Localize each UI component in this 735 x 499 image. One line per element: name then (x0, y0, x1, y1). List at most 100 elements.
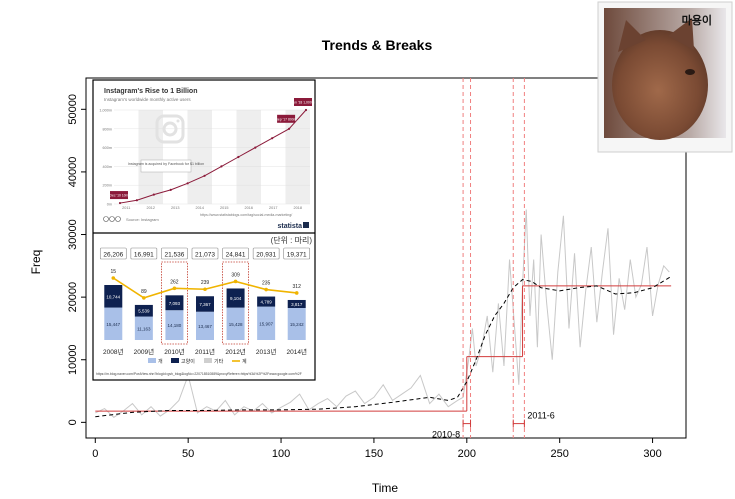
pet-cat-bar (257, 296, 276, 307)
pet-dog-label: 15,907 (259, 321, 273, 326)
pet-total-label: 26,206 (103, 252, 123, 259)
statista-logo: statista (277, 223, 302, 230)
x-tick-label: 300 (643, 448, 661, 460)
infographic-y-axis: 1,000m 800m 600m 400m 200m 0m (99, 109, 310, 207)
infographic-x-label: 2014 (196, 206, 204, 210)
infographic-note: Instagram is acquired by Facebook for $1… (128, 162, 204, 166)
pet-source-url: https://m.blog.naver.com/PostView.nhn?bl… (96, 372, 302, 376)
photo-caption: 마용이 (682, 13, 712, 27)
pet-other-label: 309 (231, 272, 240, 278)
pet-year-label: 2008년 (103, 347, 123, 356)
y-tick-label: 40000 (67, 157, 79, 188)
pet-total-label: 21,536 (164, 252, 184, 259)
pet-cat-bar (134, 304, 153, 317)
infographic-x-label: 2015 (220, 206, 228, 210)
infographic-point (203, 174, 206, 177)
infographic-x-label: 2018 (294, 206, 302, 210)
pet-dog-label: 13,467 (198, 324, 212, 329)
pet-total-label: 16,991 (134, 252, 154, 259)
pet-total-point (233, 279, 238, 284)
pet-total-point (172, 286, 177, 291)
infographic-callout (294, 98, 312, 106)
chart-title: Trends & Breaks (322, 37, 433, 53)
infographic-y-label: 200m (103, 184, 113, 188)
pet-bars: 15,447 10,744 15 11,163 5,539 89 14,180 7,093 26… (104, 261, 306, 345)
statista-mark-icon (303, 222, 309, 228)
pet-total-point (264, 287, 268, 292)
y-tick-label: 30000 (67, 219, 79, 250)
breaks-layer: 2010-8 2011-6 (432, 78, 555, 440)
pet-year-label: 2009년 (134, 347, 154, 356)
pet-dog-bar (104, 307, 123, 340)
infographic-band (285, 110, 310, 204)
cat-eye (685, 69, 695, 75)
pet-dog-bar (226, 307, 245, 340)
infographic-point (254, 146, 257, 149)
pet-other-label: 235 (262, 281, 271, 287)
pet-dog-label: 14,180 (168, 323, 182, 328)
cat-head (612, 30, 708, 140)
pet-other-label: 15 (111, 269, 117, 275)
infographic-y-label: 0m (107, 203, 112, 207)
cat-ear-left (618, 20, 646, 52)
pet-total-label: 19,371 (287, 252, 307, 259)
infographic-point (135, 199, 139, 202)
pet-year-label: 2011년 (195, 347, 215, 356)
break-label: 2010-8 (432, 430, 460, 440)
infographic-source: Source: Instagram (126, 217, 159, 222)
infographic-y-label: 400m (103, 165, 113, 169)
infographic-point (118, 201, 122, 205)
x-tick-label: 100 (272, 448, 290, 460)
break-label: 2011-6 (527, 411, 554, 421)
infographic-url: https://www.statistablogs.com/tag/social… (200, 213, 292, 217)
pet-dog-bar (287, 307, 306, 340)
infographic-point (271, 137, 274, 140)
infographic-callout (277, 114, 296, 123)
pet-dog-bar (196, 311, 214, 340)
series-layer (95, 209, 672, 418)
infographic-point (304, 108, 308, 112)
pet-total-box (252, 247, 280, 260)
pet-legend-label: 개 (158, 358, 163, 365)
infographic-x-label: 2016 (245, 206, 253, 210)
infographic-point (237, 155, 240, 159)
pet-total-box (161, 247, 188, 260)
infographic-point (287, 127, 291, 130)
pet-cat-bar (196, 296, 214, 312)
x-axis-label: Time (372, 481, 399, 495)
pet-total-label: 21,073 (195, 252, 215, 259)
instagram-logo-icon (155, 114, 185, 144)
infographic-subtitle: Instagram's worldwide monthly active use… (104, 97, 191, 102)
infographic-points (118, 108, 308, 205)
pet-cat-label: 7,367 (199, 302, 211, 307)
cat-photo: 마용이 (597, 1, 733, 153)
x-tick-label: 0 (92, 448, 98, 460)
pet-total-point (294, 291, 299, 295)
pet-total-box (99, 247, 127, 260)
pet-legend: 개 고양이 기타 계 (148, 358, 247, 365)
y-tick-label: 0 (67, 419, 79, 425)
infographic-point (169, 188, 172, 191)
plot-frame (85, 77, 687, 439)
infographic-y-label: 600m (103, 146, 113, 150)
pet-cat-bar (165, 295, 184, 311)
infographic-callout-label: Sep '17 800m (276, 117, 297, 121)
cat-ear-right (668, 18, 694, 50)
pet-year-label: 2010년 (164, 347, 184, 356)
infographic-x-label: 2013 (171, 206, 179, 210)
pet-legend-swatch (204, 358, 212, 363)
infographic-y-label: 1,000m (99, 109, 112, 113)
pet-dog-label: 11,163 (137, 326, 151, 331)
pet-total-label: 24,841 (226, 252, 246, 259)
pet-other-label: 239 (201, 280, 210, 286)
infographic-x-label: 2017 (269, 206, 277, 210)
pet-year-label: 2014년 (286, 347, 306, 356)
pet-dog-bar (165, 310, 184, 340)
infographic-x-label: 2011 (122, 206, 130, 210)
infographic-y-label: 800m (103, 127, 113, 131)
x-axis: 0 50 100 150 200 250 300 (92, 438, 662, 460)
x-tick-label: 250 (551, 448, 569, 460)
x-tick-label: 50 (182, 448, 194, 460)
pet-dog-label: 15,447 (106, 322, 120, 327)
